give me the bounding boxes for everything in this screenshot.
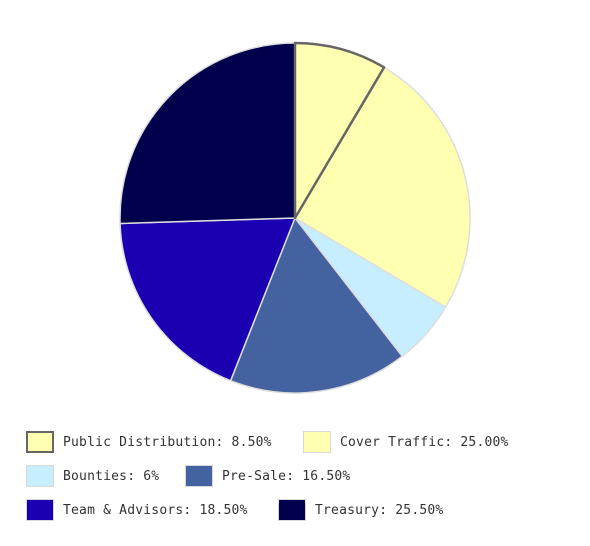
legend-label: Team & Advisors: 18.50% [63,502,248,518]
legend-label: Pre-Sale: 16.50% [222,468,351,484]
legend-label: Bounties: 6% [63,468,160,484]
legend-item-cover-traffic[interactable]: Cover Traffic: 25.00% [303,429,509,455]
legend-swatch [185,465,213,487]
pie-slice-team-advisors[interactable] [119,217,296,382]
legend-item-team-advisors[interactable]: Team & Advisors: 18.50% [26,497,248,523]
legend-swatch [26,431,54,453]
legend-label: Treasury: 25.50% [315,502,444,518]
pie-slice-pre-sale[interactable] [229,217,404,394]
legend-label: Cover Traffic: 25.00% [340,434,509,450]
legend-swatch [26,465,54,487]
legend-item-public-distribution[interactable]: Public Distribution: 8.50% [26,429,272,455]
pie-highlight [293,41,386,220]
pie-slice-cover-traffic[interactable] [294,66,471,308]
legend-swatch [26,499,54,521]
pie-plot [119,41,471,394]
pie-slice-highlight-outline [293,41,386,220]
pie-slices [119,42,471,394]
legend-swatch [303,431,331,453]
legend-item-treasury[interactable]: Treasury: 25.50% [278,497,443,523]
legend-label: Public Distribution: 8.50% [63,434,272,450]
legend-swatch [278,499,306,521]
legend-item-pre-sale[interactable]: Pre-Sale: 16.50% [185,463,350,489]
legend-item-bounties[interactable]: Bounties: 6% [26,463,159,489]
pie-slice-treasury[interactable] [119,42,296,225]
